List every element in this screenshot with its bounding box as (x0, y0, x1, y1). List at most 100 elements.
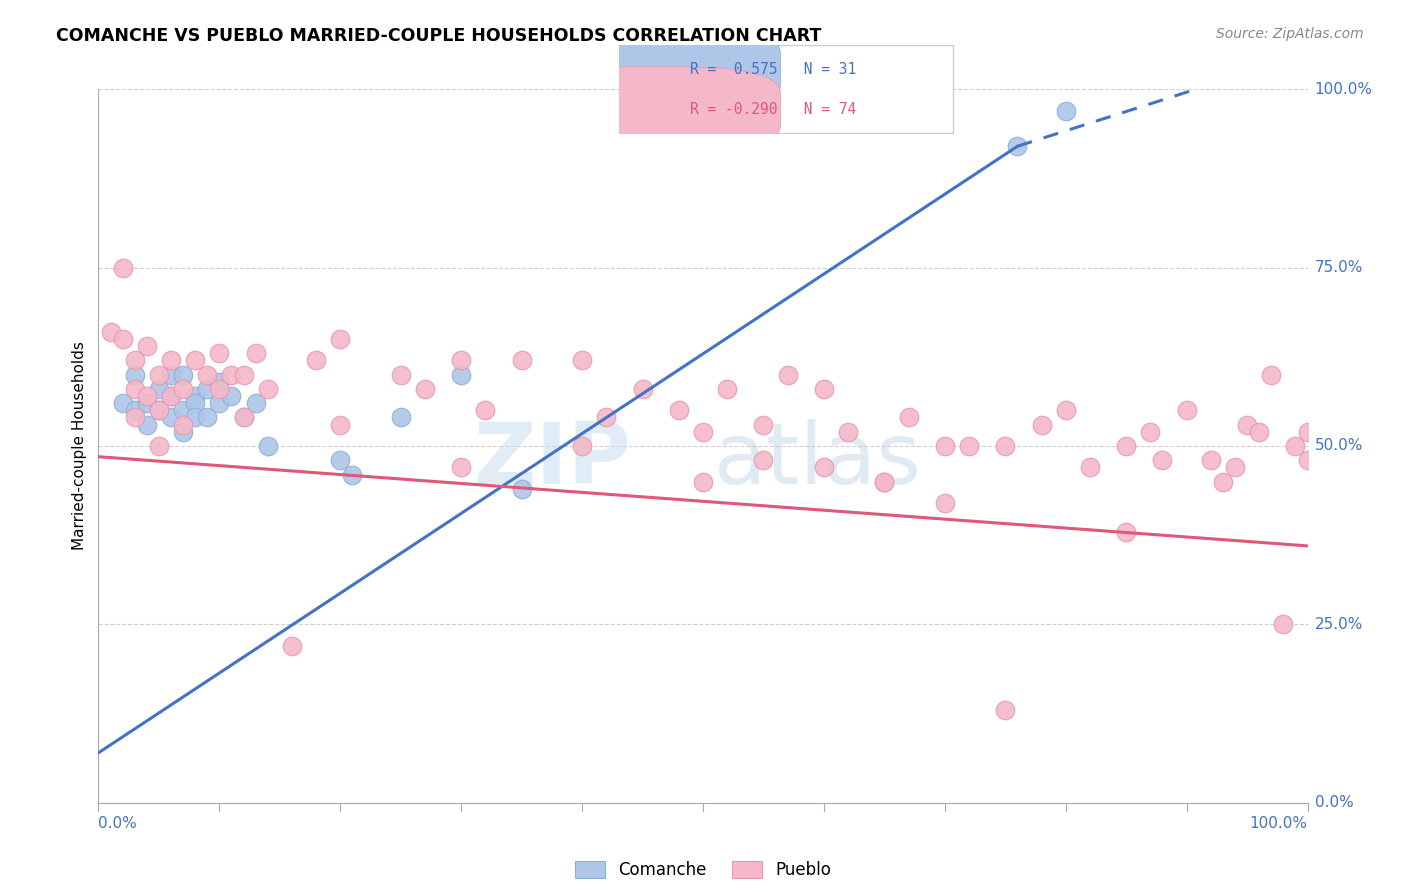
Point (221, 389, 243, 403)
Point (184, 396, 207, 410)
Text: 100.0%: 100.0% (1250, 816, 1308, 831)
Text: 25.0%: 25.0% (1315, 617, 1362, 632)
Point (135, 339, 157, 353)
Text: 0.0%: 0.0% (98, 816, 138, 831)
Point (111, 396, 134, 410)
Point (776, 368, 799, 382)
Point (1223, 460, 1246, 475)
Point (208, 346, 231, 360)
Point (957, 439, 980, 453)
Text: 75.0%: 75.0% (1315, 260, 1362, 275)
Point (994, 439, 1017, 453)
Point (111, 260, 134, 275)
Point (232, 410, 254, 425)
Point (1054, 103, 1077, 118)
Point (1175, 403, 1198, 417)
Point (631, 382, 654, 396)
Point (1260, 368, 1282, 382)
Text: R =  0.575   N = 31: R = 0.575 N = 31 (689, 62, 856, 77)
Point (160, 353, 183, 368)
Point (172, 417, 194, 432)
FancyBboxPatch shape (531, 27, 780, 112)
Point (232, 368, 254, 382)
Point (1272, 617, 1295, 632)
Point (474, 403, 496, 417)
Text: 50.0%: 50.0% (1315, 439, 1362, 453)
Point (1054, 403, 1077, 417)
Text: atlas: atlas (714, 418, 922, 502)
Point (160, 410, 183, 425)
Point (148, 368, 170, 382)
Point (172, 425, 194, 439)
Point (256, 439, 278, 453)
Point (873, 475, 896, 489)
Point (450, 368, 472, 382)
Point (752, 453, 775, 467)
Point (716, 382, 738, 396)
Point (934, 439, 956, 453)
Point (148, 403, 170, 417)
Point (172, 382, 194, 396)
Point (208, 375, 231, 389)
Point (305, 353, 328, 368)
Point (389, 410, 412, 425)
FancyBboxPatch shape (531, 67, 780, 152)
Point (124, 368, 146, 382)
Text: R = -0.290   N = 74: R = -0.290 N = 74 (689, 102, 856, 117)
Point (510, 482, 533, 496)
Point (124, 410, 146, 425)
Point (172, 368, 194, 382)
Point (245, 346, 267, 360)
Point (208, 382, 231, 396)
Point (934, 496, 956, 510)
Point (873, 475, 896, 489)
Point (692, 425, 714, 439)
Point (195, 410, 218, 425)
Point (1212, 475, 1234, 489)
Point (148, 403, 170, 417)
FancyBboxPatch shape (621, 45, 953, 133)
Point (1115, 524, 1137, 539)
Point (595, 410, 617, 425)
Y-axis label: Married-couple Households: Married-couple Households (72, 342, 87, 550)
Text: 100.0%: 100.0% (1315, 82, 1372, 96)
Point (837, 425, 859, 439)
Point (1199, 453, 1222, 467)
Point (571, 353, 593, 368)
Text: COMANCHE VS PUEBLO MARRIED-COUPLE HOUSEHOLDS CORRELATION CHART: COMANCHE VS PUEBLO MARRIED-COUPLE HOUSEH… (56, 27, 821, 45)
Point (135, 396, 157, 410)
Point (571, 439, 593, 453)
Point (148, 439, 170, 453)
Point (124, 353, 146, 368)
Point (135, 417, 157, 432)
Text: Source: ZipAtlas.com: Source: ZipAtlas.com (1216, 27, 1364, 41)
Point (329, 332, 352, 346)
Point (208, 396, 231, 410)
Text: 0.0%: 0.0% (1315, 796, 1354, 810)
Point (1115, 439, 1137, 453)
Point (1249, 425, 1271, 439)
Point (184, 353, 207, 368)
Point (994, 703, 1017, 717)
Point (692, 475, 714, 489)
Point (184, 410, 207, 425)
Point (329, 417, 352, 432)
Point (668, 403, 690, 417)
Point (245, 396, 267, 410)
Point (160, 389, 183, 403)
Point (329, 453, 352, 467)
Point (1284, 439, 1306, 453)
Point (1007, 139, 1029, 153)
Point (413, 382, 436, 396)
Point (752, 417, 775, 432)
Point (813, 382, 835, 396)
Point (1031, 417, 1053, 432)
Point (389, 368, 412, 382)
Point (148, 382, 170, 396)
Point (1296, 425, 1319, 439)
Point (184, 389, 207, 403)
Point (1236, 417, 1258, 432)
Point (1078, 460, 1101, 475)
Point (160, 389, 183, 403)
Point (450, 353, 472, 368)
